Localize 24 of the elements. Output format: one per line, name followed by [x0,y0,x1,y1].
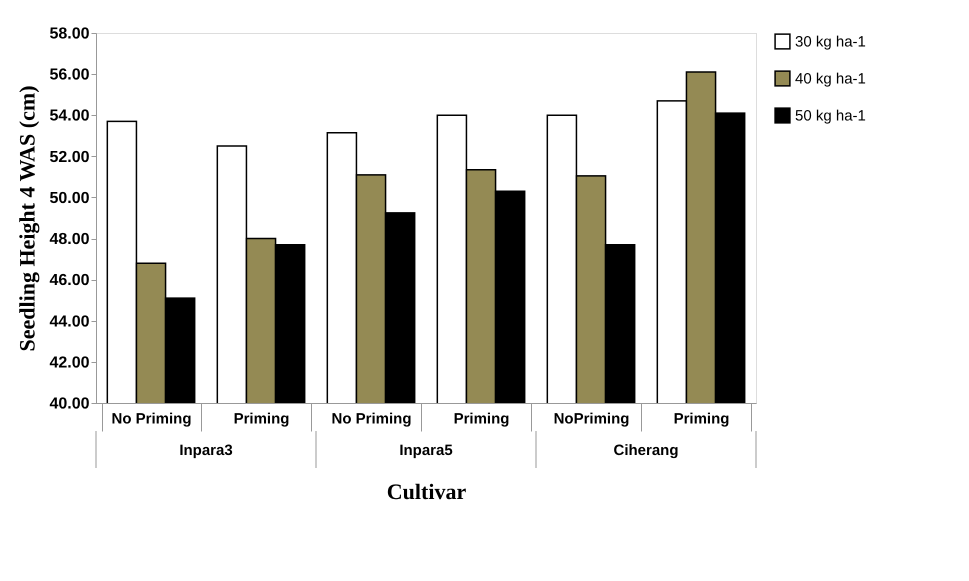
y-axis-title: Seedling Height 4 WAS (cm) [14,85,40,352]
y-tick-label: 44.00 [49,313,90,330]
legend-label: 30 kg ha-1 [795,34,866,50]
y-tick-label: 50.00 [49,190,90,207]
y-tick-label: 52.00 [49,148,90,166]
x-tick-label: No Priming [331,410,412,428]
y-tick-label: 46.00 [49,272,90,290]
y-tick-label: 54.00 [49,108,90,125]
legend-label: 40 kg ha-1 [795,70,866,88]
y-tick-label: 48.00 [49,231,90,248]
x-tick-label: Priming [454,410,510,428]
text: Ciherang [613,442,679,459]
text: Inpara5 [399,442,453,459]
y-tick-label: 42.00 [49,354,90,372]
y-tick-label: 40.00 [49,396,90,412]
y-tick-label: 56.00 [49,66,90,84]
x-tick-label: No Priming [111,410,192,428]
legend-label: 50 kg ha-1 [795,108,866,124]
y-tick-label: 58.00 [49,26,90,42]
x-tick-label: Priming [674,410,730,428]
x-tick-label: Priming [234,410,290,428]
x-tick-label: NoPriming [554,410,630,428]
x-axis-title: Cultivar [386,479,466,504]
text: Inpara3 [179,442,233,459]
